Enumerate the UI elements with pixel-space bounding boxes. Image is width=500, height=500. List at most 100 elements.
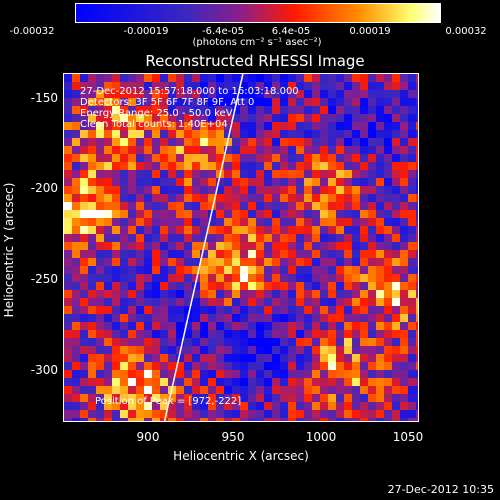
heatmap-cell: [376, 362, 384, 370]
heatmap-cell: [72, 138, 80, 146]
heatmap-cell: [256, 282, 264, 290]
heatmap-cell: [336, 290, 344, 298]
heatmap-cell: [352, 234, 360, 242]
heatmap-cell: [232, 234, 240, 242]
heatmap-cell: [224, 202, 232, 210]
heatmap-cell: [96, 266, 104, 274]
heatmap-cell: [256, 234, 264, 242]
chart-title: Reconstructed RHESSI Image: [145, 52, 365, 70]
heatmap-cell: [64, 162, 72, 170]
heatmap-cell: [160, 266, 168, 274]
heatmap-cell: [176, 82, 184, 90]
heatmap-cell: [184, 74, 192, 82]
heatmap-cell: [120, 346, 128, 354]
heatmap-cell: [392, 218, 400, 226]
heatmap-cell: [64, 362, 72, 370]
heatmap-cell: [240, 370, 248, 378]
heatmap-cell: [168, 418, 176, 421]
heatmap-cell: [232, 146, 240, 154]
heatmap-cell: [352, 242, 360, 250]
heatmap-cell: [112, 418, 120, 421]
heatmap-cell: [344, 98, 352, 106]
heatmap-cell: [368, 74, 376, 82]
heatmap-cell: [224, 362, 232, 370]
heatmap-cell: [360, 106, 368, 114]
heatmap-cell: [112, 330, 120, 338]
heatmap-cell: [160, 314, 168, 322]
heatmap-cell: [232, 274, 240, 282]
heatmap-cell: [88, 338, 96, 346]
heatmap-cell: [152, 330, 160, 338]
heatmap-cell: [392, 354, 400, 362]
heatmap-cell: [288, 338, 296, 346]
heatmap-cell: [96, 362, 104, 370]
heatmap-cell: [256, 354, 264, 362]
heatmap-cell: [104, 394, 112, 402]
x-tick-label: 1050: [392, 430, 424, 444]
heatmap-cell: [216, 106, 224, 114]
heatmap-cell: [144, 82, 152, 90]
heatmap-cell: [336, 90, 344, 98]
heatmap-cell: [80, 194, 88, 202]
heatmap-cell: [384, 346, 392, 354]
heatmap-cell: [344, 138, 352, 146]
heatmap-cell: [344, 418, 352, 421]
heatmap-cell: [288, 74, 296, 82]
heatmap-cell: [192, 258, 200, 266]
heatmap-cell: [208, 202, 216, 210]
heatmap-cell: [248, 226, 256, 234]
heatmap-cell: [280, 386, 288, 394]
heatmap-cell: [184, 186, 192, 194]
heatmap-cell: [272, 330, 280, 338]
heatmap-cell: [368, 306, 376, 314]
heatmap-cell: [112, 338, 120, 346]
heatmap-cell: [184, 170, 192, 178]
heatmap-cell: [408, 250, 416, 258]
heatmap-cell: [120, 98, 128, 106]
heatmap-cell: [384, 266, 392, 274]
heatmap-cell: [168, 410, 176, 418]
heatmap-cell: [312, 170, 320, 178]
heatmap-cell: [408, 106, 416, 114]
heatmap-cell: [184, 346, 192, 354]
heatmap-cell: [304, 354, 312, 362]
plot-area: 27-Dec-2012 15:57:18.000 to 16:03:18.000…: [63, 73, 419, 422]
heatmap-cell: [312, 122, 320, 130]
heatmap-cell: [128, 314, 136, 322]
heatmap-cell: [336, 306, 344, 314]
heatmap-cell: [64, 338, 72, 346]
heatmap-cell: [256, 130, 264, 138]
heatmap-cell: [376, 186, 384, 194]
heatmap-cell: [288, 98, 296, 106]
heatmap-cell: [160, 386, 168, 394]
heatmap-cell: [384, 402, 392, 410]
heatmap-cell: [200, 418, 208, 421]
heatmap-cell: [120, 106, 128, 114]
heatmap-cell: [384, 354, 392, 362]
heatmap-cell: [88, 402, 96, 410]
heatmap-cell: [352, 354, 360, 362]
heatmap-cell: [72, 330, 80, 338]
heatmap-cell: [168, 298, 176, 306]
heatmap-cell: [264, 314, 272, 322]
heatmap-cell: [384, 74, 392, 82]
heatmap-cell: [416, 122, 418, 130]
heatmap-cell: [352, 122, 360, 130]
heatmap-cell: [72, 410, 80, 418]
heatmap-cell: [144, 354, 152, 362]
heatmap-cell: [304, 186, 312, 194]
heatmap-cell: [392, 82, 400, 90]
heatmap-cell: [344, 322, 352, 330]
heatmap-cell: [208, 130, 216, 138]
heatmap-cell: [288, 178, 296, 186]
heatmap-cell: [160, 370, 168, 378]
heatmap-cell: [256, 98, 264, 106]
heatmap-cell: [136, 146, 144, 154]
heatmap-cell: [328, 178, 336, 186]
heatmap-cell: [64, 314, 72, 322]
heatmap-cell: [296, 282, 304, 290]
heatmap-cell: [336, 210, 344, 218]
heatmap-cell: [280, 186, 288, 194]
heatmap-cell: [296, 234, 304, 242]
heatmap-cell: [312, 186, 320, 194]
